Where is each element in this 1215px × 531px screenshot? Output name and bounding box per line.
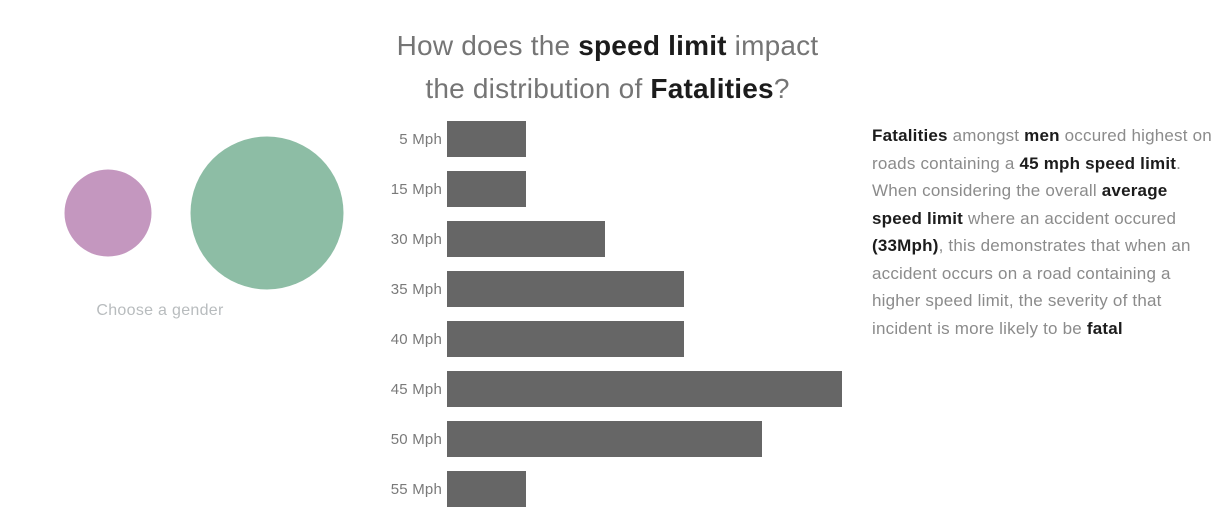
bar[interactable]	[447, 171, 526, 207]
text-segment: men	[1024, 126, 1060, 145]
text-segment: occured highest on roads containing a	[872, 126, 1212, 173]
bar[interactable]	[447, 221, 605, 257]
bar-label: 50 Mph	[390, 430, 442, 448]
bar[interactable]	[447, 121, 526, 157]
bar[interactable]	[447, 371, 842, 407]
female-bubble[interactable]	[64, 169, 152, 257]
bar-label: 35 Mph	[390, 280, 442, 298]
male-bubble[interactable]	[190, 136, 344, 290]
bar-label: 45 Mph	[390, 380, 442, 398]
bar-label: 40 Mph	[390, 330, 442, 348]
speed-limit-bar-chart: 5 Mph 15 Mph 30 Mph 35 Mph 40 Mph 45 Mph 50 Mp…	[385, 121, 855, 521]
text-segment: average speed limit	[872, 181, 1168, 228]
text-segment: speed limit	[578, 30, 727, 61]
bar-row: 35 Mph	[385, 271, 855, 307]
bar[interactable]	[447, 321, 684, 357]
bar-row: 40 Mph	[385, 321, 855, 357]
text-segment: amongst	[947, 126, 1025, 145]
bar[interactable]	[447, 471, 526, 507]
text-segment: Fatalities	[872, 126, 948, 145]
text-segment: impact	[726, 30, 819, 61]
bar-row: 5 Mph	[385, 121, 855, 157]
text-segment: (33Mph)	[872, 236, 939, 255]
text-segment: How does the	[396, 30, 579, 61]
bar-row: 30 Mph	[385, 221, 855, 257]
bar-row: 45 Mph	[385, 371, 855, 407]
dashboard-title: How does the speed limit impact the dist…	[0, 24, 1215, 110]
text-segment: the distribution of	[425, 73, 651, 104]
bar-row: 15 Mph	[385, 171, 855, 207]
gender-caption: Choose a gender	[96, 302, 224, 319]
title-line-1: How does the speed limit impact	[0, 24, 1215, 67]
text-segment: ?	[773, 73, 790, 104]
bar-label: 5 Mph	[399, 130, 442, 148]
title-line-2: the distribution of Fatalities?	[0, 67, 1215, 110]
bar[interactable]	[447, 421, 762, 457]
bar-label: 30 Mph	[390, 230, 442, 248]
bar-label: 15 Mph	[390, 180, 442, 198]
text-segment: . When considering the overall	[872, 153, 1182, 201]
bar-row: 55 Mph	[385, 471, 855, 507]
text-segment: Fatalities	[650, 73, 774, 104]
text-segment: fatal	[1086, 318, 1123, 338]
bar[interactable]	[447, 271, 684, 307]
bar-label: 55 Mph	[390, 480, 442, 498]
bar-row: 50 Mph	[385, 421, 855, 457]
text-segment: , this demonstrates that when an acciden…	[872, 236, 1191, 338]
text-segment: where an accident occured	[963, 208, 1177, 228]
annotation-text: Fatalities amongst men occured highest o…	[872, 122, 1215, 342]
text-segment: 45 mph speed limit	[1019, 153, 1177, 173]
